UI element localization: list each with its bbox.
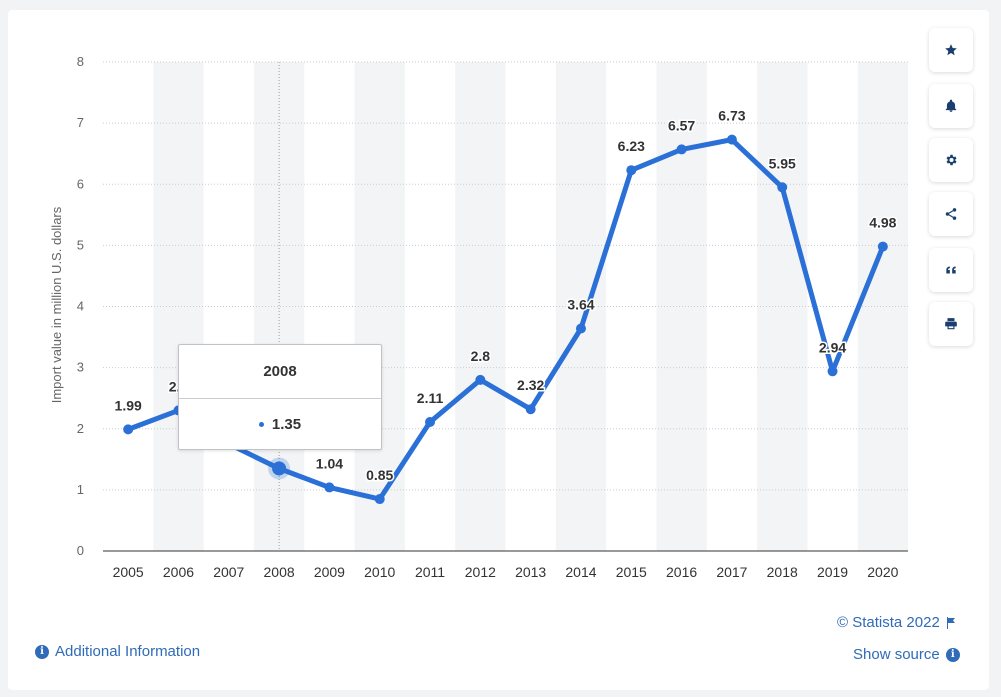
tooltip-year: 2008 bbox=[179, 345, 381, 399]
x-tick-label: 2020 bbox=[867, 564, 898, 580]
y-tick-label: 4 bbox=[77, 299, 84, 314]
share-button[interactable] bbox=[929, 192, 973, 236]
column-band bbox=[455, 62, 506, 551]
share-icon bbox=[945, 208, 957, 220]
y-tick-label: 3 bbox=[77, 360, 84, 375]
favorite-button[interactable] bbox=[929, 28, 973, 72]
y-tick-label: 2 bbox=[77, 421, 84, 436]
data-label: 3.64 bbox=[567, 297, 594, 313]
data-point bbox=[575, 323, 586, 334]
y-axis-title: Import value in million U.S. dollars bbox=[49, 206, 64, 403]
additional-information-label: Additional Information bbox=[55, 643, 201, 660]
data-point bbox=[877, 241, 888, 252]
column-band bbox=[656, 62, 707, 551]
info-icon: i bbox=[35, 644, 49, 659]
data-point bbox=[626, 165, 637, 176]
y-tick-label: 7 bbox=[77, 115, 84, 130]
y-tick-label: 5 bbox=[77, 237, 84, 252]
series-dot-icon bbox=[258, 421, 264, 427]
x-tick-label: 2015 bbox=[616, 564, 647, 580]
column-band bbox=[857, 62, 908, 551]
x-tick-label: 2011 bbox=[415, 564, 445, 580]
data-label: 6.23 bbox=[618, 138, 645, 154]
data-point-highlighted bbox=[272, 461, 287, 476]
x-tick-label: 2008 bbox=[264, 564, 295, 580]
column-band bbox=[757, 62, 808, 551]
data-label: 6.73 bbox=[718, 108, 745, 124]
y-tick-label: 1 bbox=[77, 482, 84, 497]
y-tick-label: 0 bbox=[77, 543, 84, 558]
x-tick-label: 2010 bbox=[364, 564, 395, 580]
star-icon bbox=[945, 44, 957, 56]
data-point bbox=[123, 424, 134, 435]
data-point bbox=[827, 366, 838, 377]
quote-icon bbox=[946, 266, 956, 274]
bell-icon bbox=[945, 99, 957, 112]
data-point bbox=[676, 144, 687, 155]
x-tick-label: 2009 bbox=[314, 564, 345, 580]
x-tick-label: 2006 bbox=[163, 564, 194, 580]
print-icon bbox=[945, 318, 957, 330]
x-tick-label: 2013 bbox=[515, 564, 546, 580]
y-tick-label: 8 bbox=[77, 54, 84, 69]
data-point bbox=[324, 482, 335, 493]
data-label: 6.57 bbox=[668, 117, 695, 133]
tooltip-value-row: 1.35 bbox=[179, 399, 381, 449]
data-label: 0.85 bbox=[366, 467, 393, 483]
data-label: 2.8 bbox=[471, 348, 491, 364]
x-tick-label: 2014 bbox=[565, 564, 596, 580]
tooltip-value: 1.35 bbox=[271, 415, 302, 433]
x-tick-label: 2016 bbox=[666, 564, 697, 580]
data-point bbox=[475, 374, 486, 385]
flag-icon bbox=[946, 616, 955, 629]
data-label: 5.95 bbox=[769, 155, 796, 171]
show-source-label: Show source bbox=[853, 646, 940, 663]
data-point bbox=[726, 134, 737, 145]
data-point bbox=[777, 182, 788, 193]
copyright-text: © Statista 2022 bbox=[837, 614, 940, 631]
gear-icon bbox=[946, 154, 957, 166]
info-icon: i bbox=[945, 647, 960, 662]
data-label: 4.98 bbox=[869, 215, 896, 231]
print-button[interactable] bbox=[929, 302, 973, 346]
data-label: 1.99 bbox=[115, 397, 142, 413]
additional-information-link[interactable]: i Additional Information bbox=[35, 643, 200, 660]
data-point bbox=[525, 404, 536, 415]
x-tick-label: 2017 bbox=[716, 564, 747, 580]
x-tick-label: 2005 bbox=[113, 564, 144, 580]
y-tick-label: 6 bbox=[77, 176, 84, 191]
x-tick-label: 2012 bbox=[465, 564, 496, 580]
data-label: 2.11 bbox=[417, 390, 444, 406]
data-point bbox=[425, 417, 436, 428]
series-line bbox=[125, 137, 886, 502]
x-tick-label: 2018 bbox=[767, 564, 798, 580]
x-tick-label: 2019 bbox=[817, 564, 848, 580]
x-tick-label: 2007 bbox=[213, 564, 244, 580]
data-point bbox=[374, 494, 385, 505]
settings-button[interactable] bbox=[929, 138, 973, 182]
data-label: 2.94 bbox=[819, 339, 846, 355]
data-label: 1.04 bbox=[316, 455, 343, 471]
show-source-link[interactable]: Show source i bbox=[853, 646, 960, 663]
notification-button[interactable] bbox=[929, 84, 973, 128]
data-tooltip: 2008 1.35 bbox=[178, 344, 382, 450]
cite-button[interactable] bbox=[929, 248, 973, 292]
statista-copyright-link[interactable]: © Statista 2022 bbox=[837, 614, 956, 631]
data-label: 2.32 bbox=[517, 377, 544, 393]
